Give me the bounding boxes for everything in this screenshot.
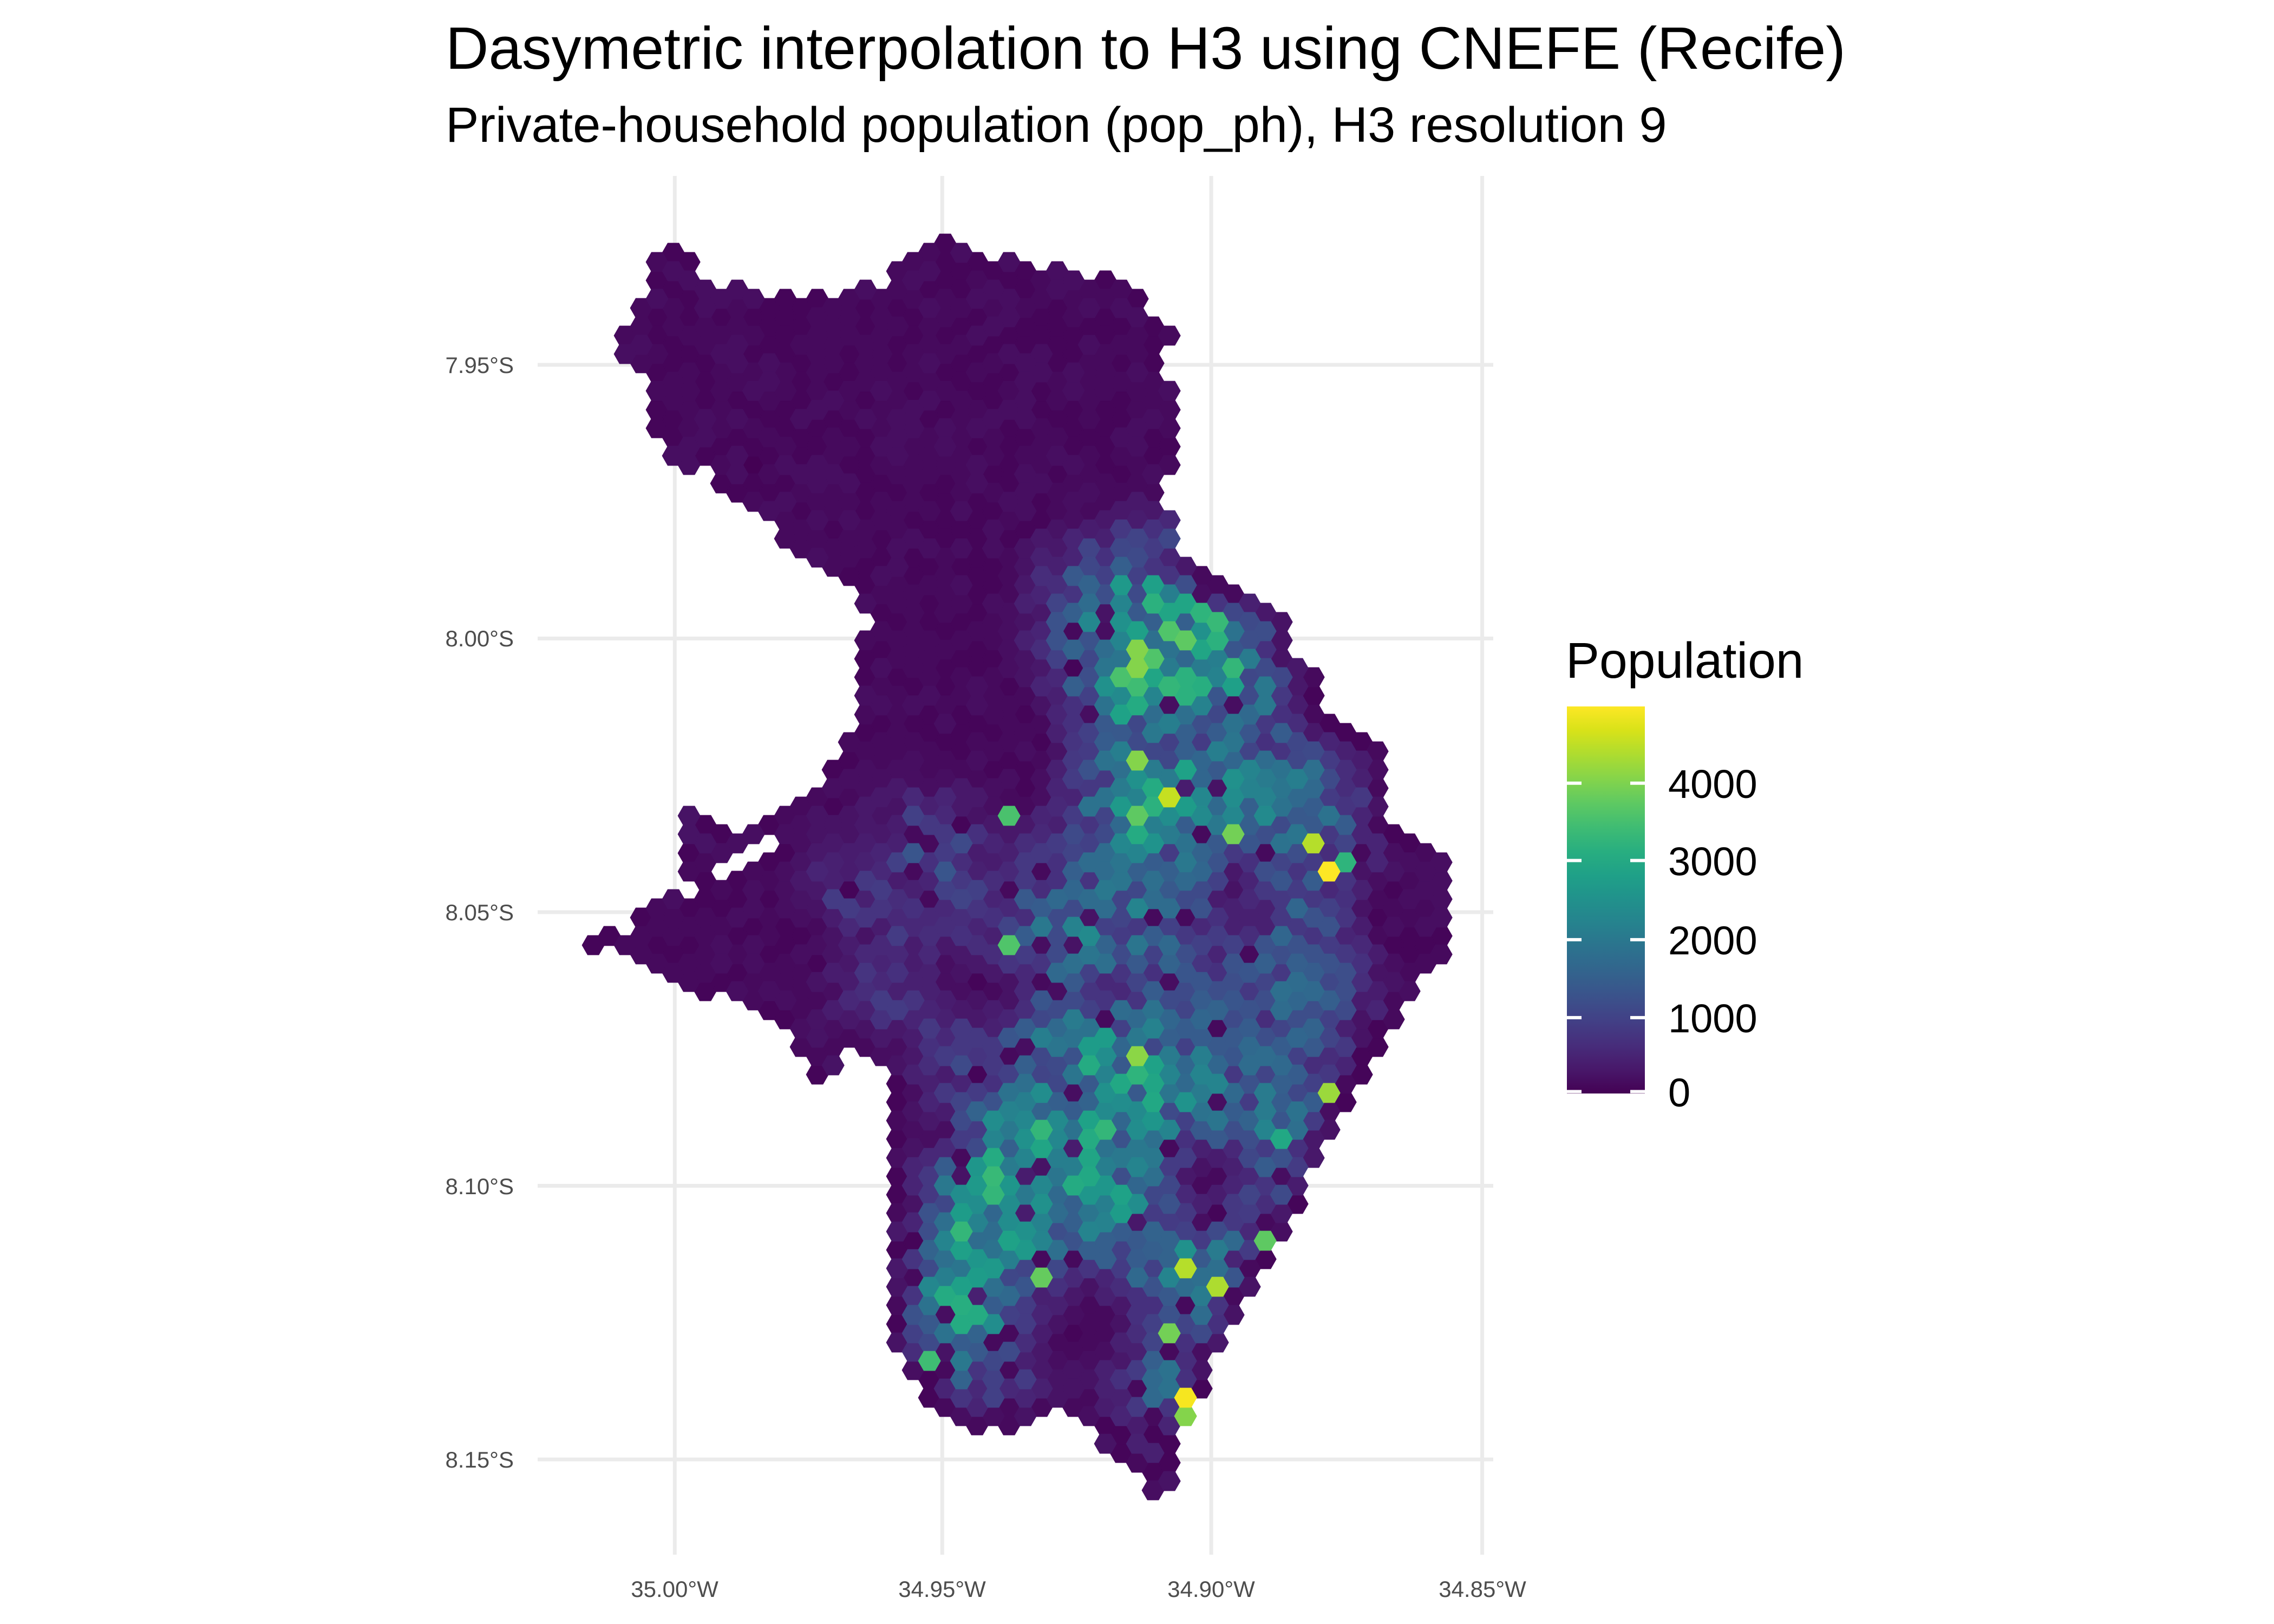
svg-text:8.05°S: 8.05°S [445,900,514,925]
svg-text:34.90°W: 34.90°W [1167,1576,1255,1602]
svg-text:2000: 2000 [1668,918,1757,963]
svg-text:4000: 4000 [1668,762,1757,807]
svg-text:3000: 3000 [1668,839,1757,884]
svg-text:0: 0 [1668,1070,1690,1115]
svg-text:Dasymetric interpolation to H3: Dasymetric interpolation to H3 using CNE… [446,15,1846,82]
svg-text:7.95°S: 7.95°S [445,352,514,378]
svg-text:Private-household population (: Private-household population (pop_ph), H… [446,97,1667,153]
svg-text:8.10°S: 8.10°S [445,1174,514,1199]
svg-text:8.00°S: 8.00°S [445,626,514,651]
svg-text:34.95°W: 34.95°W [898,1576,986,1602]
svg-text:35.00°W: 35.00°W [631,1576,718,1602]
svg-text:34.85°W: 34.85°W [1439,1576,1526,1602]
svg-text:Population: Population [1566,632,1804,689]
svg-text:8.15°S: 8.15°S [445,1447,514,1472]
svg-text:1000: 1000 [1668,996,1757,1041]
